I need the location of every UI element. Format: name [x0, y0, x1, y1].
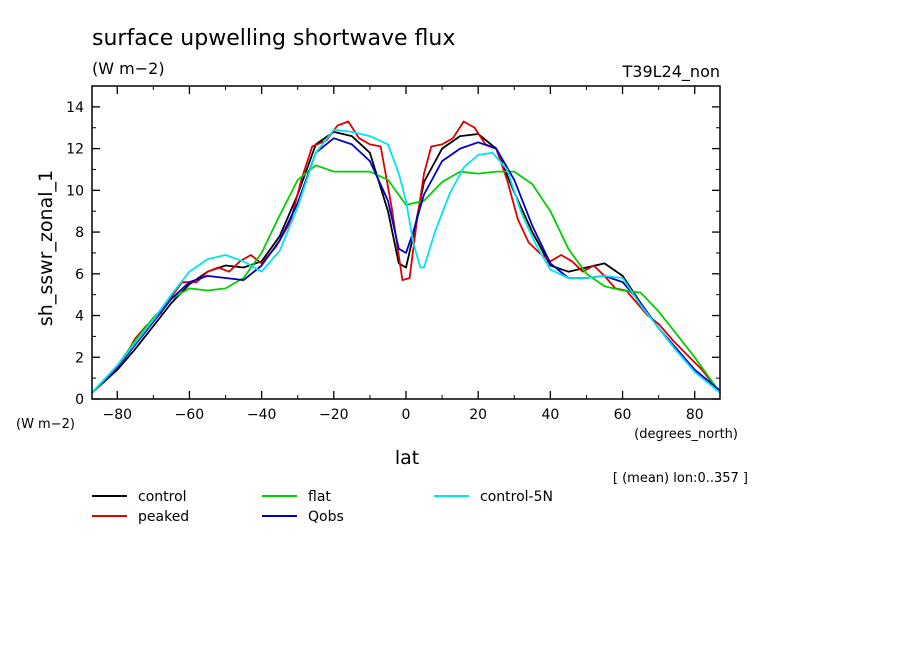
- y-tick-label: 4: [75, 309, 84, 325]
- y-axis-label: sh_sswr_zonal_1: [35, 170, 57, 326]
- series-line-control: [91, 130, 721, 394]
- legend-label-control: control: [138, 489, 187, 505]
- run-label: T39L24_non: [622, 62, 720, 82]
- series-line-control-5n: [91, 128, 721, 394]
- y-tick-label: 6: [75, 267, 84, 283]
- legend-label-qobs: Qobs: [308, 509, 344, 525]
- series-line-peaked: [91, 120, 721, 394]
- y-tick-label: 10: [66, 183, 84, 199]
- y-tick-label: 12: [66, 142, 84, 158]
- x-tick-label: 40: [541, 407, 559, 423]
- axes-layer: −80 −60 −40 −20 0 20 40 60 80 0 2 4 6 8 10 12 14: [66, 85, 721, 423]
- legend-label-control-5n: control-5N: [480, 489, 553, 505]
- averaging-note: [ (mean) lon:0..357 ]: [613, 471, 748, 486]
- x-tick-label: 0: [402, 407, 411, 423]
- series-layer: [91, 120, 721, 394]
- legend-label-peaked: peaked: [138, 509, 189, 525]
- x-tick-label: −80: [102, 407, 132, 423]
- legend: control flat control-5N peaked Qobs: [92, 489, 553, 525]
- y-tick-label: 8: [75, 225, 84, 241]
- y-axis-units: (W m−2): [16, 417, 75, 432]
- legend-label-flat: flat: [308, 489, 331, 505]
- x-axis-label: lat: [395, 447, 419, 469]
- x-axis-units: (degrees_north): [634, 427, 738, 442]
- y-tick-label: 0: [75, 392, 84, 408]
- x-tick-label: −20: [319, 407, 349, 423]
- x-tick-label: 60: [614, 407, 632, 423]
- y-tick-label: 14: [66, 100, 84, 116]
- x-tick-label: 80: [686, 407, 704, 423]
- x-tick-label: −60: [175, 407, 205, 423]
- y-tick-label: 2: [75, 350, 84, 366]
- x-tick-label: 20: [469, 407, 487, 423]
- plot-frame: [91, 85, 721, 400]
- chart-title: surface upwelling shortwave flux: [92, 26, 455, 51]
- chart-subtitle-units: (W m−2): [92, 59, 165, 78]
- x-tick-label: −40: [247, 407, 277, 423]
